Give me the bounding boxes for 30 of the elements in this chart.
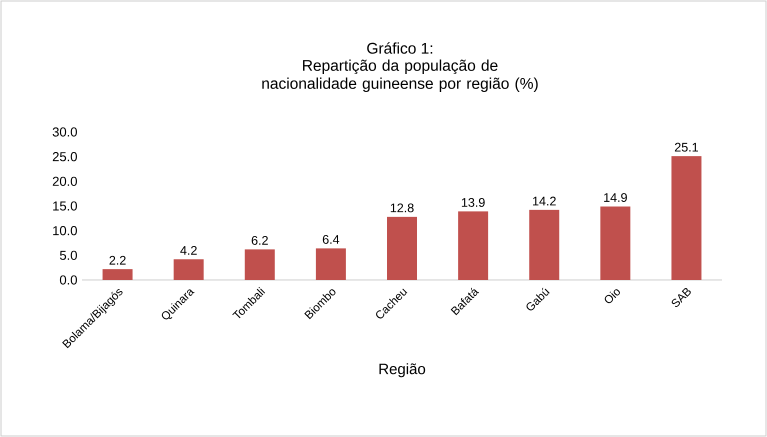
bar [529,210,560,280]
data-label: 4.2 [180,246,197,255]
x-tick-label: SAB [672,288,691,308]
data-label: 6.4 [322,235,340,244]
bar [244,249,275,280]
data-label: 14.2 [533,196,556,206]
y-tick-label: 20.0 [52,176,77,186]
bar [671,156,702,280]
y-tick-label: 30.0 [52,127,77,137]
y-tick-label: 15.0 [53,201,77,211]
y-tick-label: 25.0 [52,152,77,162]
data-label: 2.2 [110,256,126,265]
bar [316,248,346,280]
data-label: 25.1 [674,142,698,152]
bar [600,206,630,280]
bar [387,216,418,280]
data-label: 14.9 [604,193,627,202]
bar [174,259,204,280]
chart-title: Gráfico 1: [367,42,432,54]
bar [458,211,488,280]
x-axis-title: Região [379,363,426,378]
chart-subtitle: Repartição da população de nacionalidade guineense por região (%) [262,60,538,92]
data-label: 12.8 [390,203,414,212]
y-tick-label: 10.0 [53,226,77,236]
y-tick-label: 5.0 [60,250,77,260]
y-tick-label: 0.0 [60,275,77,285]
data-label: 13.9 [462,198,485,207]
x-tick-label: Oio [604,289,620,304]
bar [102,269,133,280]
data-label: 6.2 [252,236,268,245]
